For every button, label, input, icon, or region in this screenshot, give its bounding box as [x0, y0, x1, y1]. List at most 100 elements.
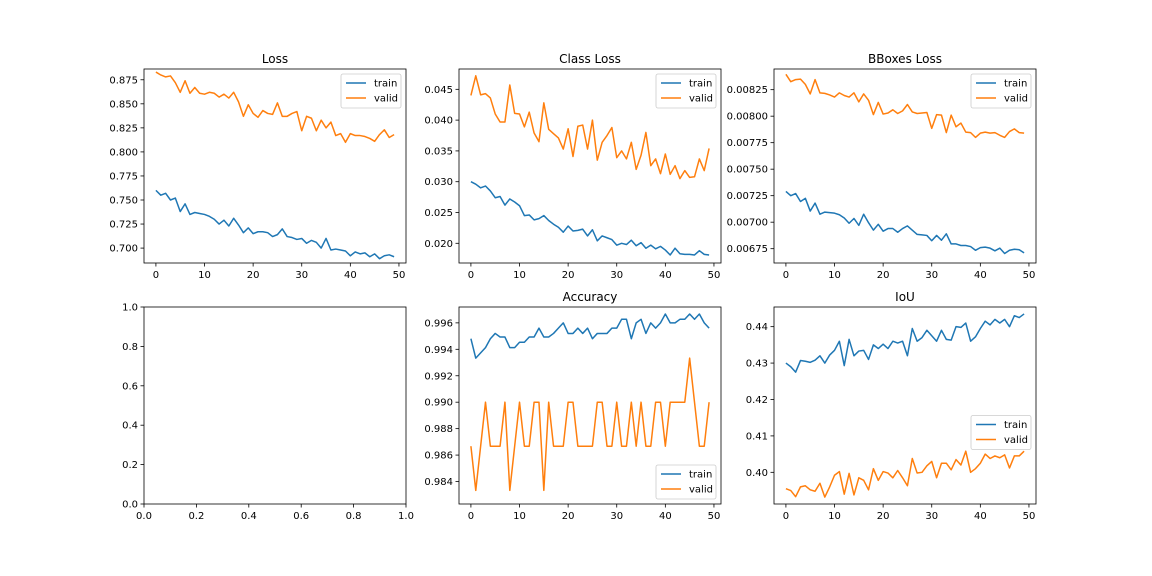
- y-tick-label: 1.0: [122, 303, 138, 314]
- y-tick-label: 0.00675: [727, 244, 768, 255]
- legend-label-valid: valid: [1004, 94, 1028, 105]
- subplot-6: IoU 0 10 20 30 40 50 0.40 0.41 0.42 0.43 0.44 train v…: [746, 290, 1037, 522]
- legend: train valid: [970, 415, 1032, 450]
- y-tick-label: 0.996: [424, 318, 453, 329]
- y-tick-label: 0.2: [122, 460, 138, 471]
- y-tick-label: 0.00800: [727, 112, 768, 123]
- y-tick-label: 0.825: [109, 123, 138, 134]
- subplot-title: BBoxes Loss: [868, 52, 942, 66]
- x-tick-label: 20: [562, 511, 575, 522]
- legend: train valid: [655, 464, 717, 500]
- legend: train valid: [340, 73, 402, 109]
- legend-label-train: train: [689, 79, 712, 90]
- series-line-valid: [155, 71, 395, 144]
- x-tick-label: 10: [198, 270, 211, 281]
- y-tick-label: 0.994: [424, 345, 453, 356]
- series-line-valid: [785, 73, 1025, 139]
- subplot-1: Loss 0 10 20 30 40 50 0.700 0.725 0.750 0.775 0.800…: [109, 52, 407, 281]
- subplot-title: Loss: [262, 52, 288, 66]
- y-tick-label: 0.990: [424, 398, 453, 409]
- x-tick-label: 50: [1023, 270, 1036, 281]
- y-tick-label: 0.988: [424, 424, 453, 435]
- legend-label-valid: valid: [689, 485, 713, 496]
- x-tick-label: 0: [468, 511, 474, 522]
- y-tick-label: 0.800: [109, 147, 138, 158]
- y-tick-label: 0.00775: [727, 138, 768, 149]
- x-tick-label: 30: [295, 270, 308, 281]
- x-tick-label: 50: [1023, 511, 1036, 522]
- legend-label-valid: valid: [374, 94, 398, 105]
- x-tick-label: 0: [783, 511, 789, 522]
- x-tick-label: 50: [708, 270, 721, 281]
- axes-frame: [458, 306, 722, 505]
- series-line-train: [470, 181, 710, 256]
- x-tick-label: 0.6: [293, 511, 309, 522]
- x-tick-label: 40: [659, 511, 672, 522]
- y-tick-label: 0.025: [424, 208, 453, 219]
- axes-frame: [458, 68, 722, 264]
- x-tick-label: 30: [925, 270, 938, 281]
- x-tick-label: 40: [344, 270, 357, 281]
- subplot-title: Class Loss: [559, 52, 621, 66]
- subplot-4: 0.0 0.2 0.4 0.6 0.8 1.0 0.0 0.2 0.4 0.6 0.8 1.0: [122, 303, 414, 523]
- x-tick-label: 10: [828, 270, 841, 281]
- axes-frame: [143, 68, 407, 264]
- series-line-train: [785, 313, 1025, 373]
- x-tick-label: 30: [925, 511, 938, 522]
- x-tick-label: 0: [153, 270, 159, 281]
- y-tick-label: 0.045: [424, 85, 453, 96]
- axes-frame: [773, 306, 1037, 505]
- y-tick-label: 0.984: [424, 477, 453, 488]
- y-tick-label: 0.700: [109, 244, 138, 255]
- series-line-valid: [470, 357, 710, 492]
- subplot-title: Accuracy: [563, 290, 618, 304]
- y-tick-label: 0.040: [424, 116, 453, 127]
- y-tick-label: 0.850: [109, 99, 138, 110]
- y-tick-label: 0.42: [746, 395, 768, 406]
- y-tick-label: 0.725: [109, 220, 138, 231]
- x-tick-label: 40: [659, 270, 672, 281]
- subplot-3: BBoxes Loss 0 10 20 30 40 50 0.00675 0.00700 0.00…: [727, 52, 1037, 281]
- y-tick-label: 0.4: [122, 421, 138, 432]
- y-tick-label: 0.986: [424, 451, 453, 462]
- x-tick-label: 50: [708, 511, 721, 522]
- x-tick-label: 0.4: [241, 511, 257, 522]
- subplot-title: IoU: [895, 290, 915, 304]
- y-tick-label: 0.6: [122, 381, 138, 392]
- legend: train valid: [655, 73, 717, 109]
- x-tick-label: 40: [974, 511, 987, 522]
- y-tick-label: 0.020: [424, 239, 453, 250]
- x-tick-label: 50: [393, 270, 406, 281]
- x-tick-label: 0: [783, 270, 789, 281]
- series-line-valid: [785, 450, 1025, 498]
- legend-label-valid: valid: [1004, 435, 1028, 446]
- x-tick-label: 10: [513, 270, 526, 281]
- series-line-train: [470, 313, 710, 359]
- legend-label-train: train: [1004, 79, 1027, 90]
- x-tick-label: 40: [974, 270, 987, 281]
- x-tick-label: 10: [828, 511, 841, 522]
- x-tick-label: 30: [610, 511, 623, 522]
- series-line-train: [785, 190, 1025, 255]
- y-tick-label: 0.750: [109, 196, 138, 207]
- y-tick-label: 0.00725: [727, 191, 768, 202]
- x-tick-label: 20: [877, 511, 890, 522]
- y-tick-label: 0.030: [424, 177, 453, 188]
- x-tick-label: 20: [562, 270, 575, 281]
- y-tick-label: 0.40: [746, 468, 768, 479]
- y-tick-label: 0.00825: [727, 85, 768, 96]
- y-tick-label: 0.875: [109, 75, 138, 86]
- series-line-train: [155, 189, 395, 260]
- x-tick-label: 1.0: [398, 511, 414, 522]
- legend-label-train: train: [689, 470, 712, 481]
- axes-frame: [143, 306, 407, 505]
- y-tick-label: 0.0: [122, 500, 138, 511]
- legend: train valid: [970, 73, 1032, 109]
- legend-label-train: train: [1004, 420, 1027, 431]
- y-tick-label: 0.775: [109, 171, 138, 182]
- x-tick-label: 20: [877, 270, 890, 281]
- x-tick-label: 0.2: [188, 511, 204, 522]
- subplot-2: Class Loss 0 10 20 30 40 50 0.020 0.025 0.030 0.03…: [424, 52, 722, 281]
